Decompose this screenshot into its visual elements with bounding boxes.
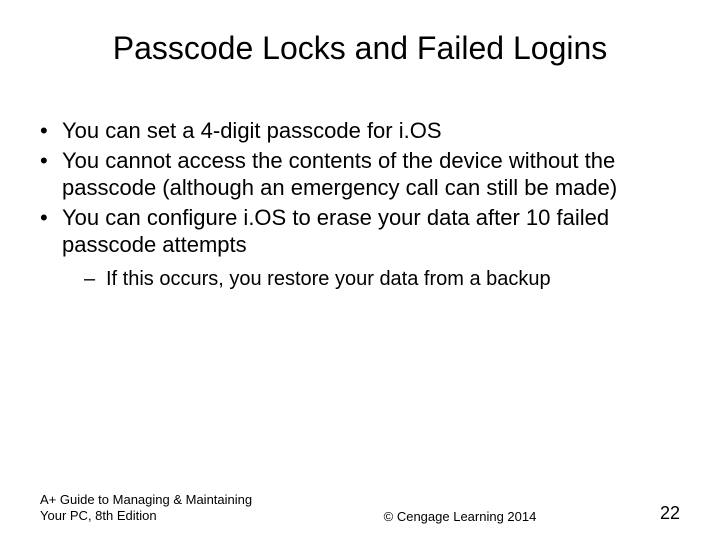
bullet-item: You cannot access the contents of the de… [40,147,680,202]
footer-copyright: © Cengage Learning 2014 [280,509,640,524]
bullet-item: You can configure i.OS to erase your dat… [40,204,680,292]
page-number: 22 [640,503,680,524]
content-area: You can set a 4-digit passcode for i.OS … [0,77,720,292]
bullet-item: You can set a 4-digit passcode for i.OS [40,117,680,145]
bullet-item-text: You can configure i.OS to erase your dat… [62,205,609,258]
slide-title: Passcode Locks and Failed Logins [0,0,720,77]
slide-footer: A+ Guide to Managing & Maintaining Your … [0,492,720,525]
bullet-list: You can set a 4-digit passcode for i.OS … [40,117,680,292]
sub-bullet-list: If this occurs, you restore your data fr… [62,267,680,292]
footer-book-title: A+ Guide to Managing & Maintaining Your … [40,492,280,525]
sub-bullet-item: If this occurs, you restore your data fr… [84,267,680,292]
